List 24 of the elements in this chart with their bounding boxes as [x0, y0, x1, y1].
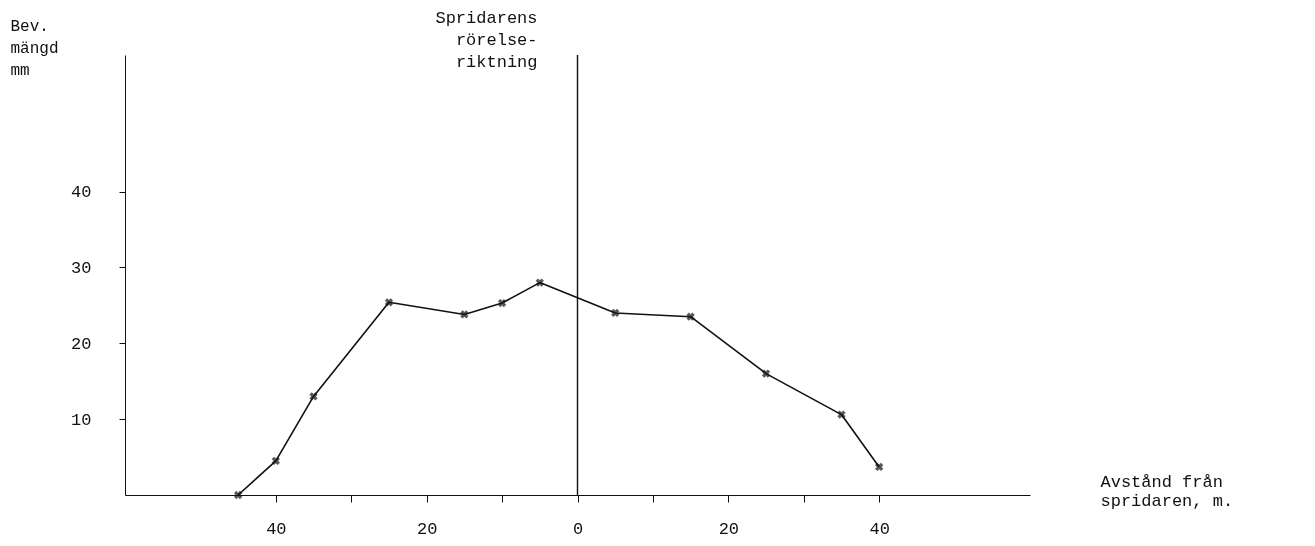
point [875, 462, 884, 472]
point [309, 392, 318, 401]
y-tick-label: 30 [71, 258, 92, 278]
x-tick-label: 0 [572, 519, 584, 539]
point [460, 310, 469, 319]
x-tick-label: 40 [266, 519, 287, 539]
point [611, 308, 620, 318]
y-axis-title: Bev. mängd mm [10, 17, 59, 80]
x-axis-title: Avstånd från spridaren, m. [1100, 472, 1234, 511]
point [497, 298, 507, 308]
point [535, 278, 544, 287]
y-tick-label: 40 [71, 183, 92, 203]
point [384, 298, 394, 307]
point [761, 369, 771, 378]
point [837, 410, 846, 419]
y-tick-label: 20 [71, 334, 92, 354]
point [233, 490, 243, 500]
x-tick-label: 20 [718, 519, 740, 539]
point [271, 456, 280, 465]
x-tick-label: 20 [416, 519, 438, 539]
ref-line-label: Spridarens rörelse- riktning [435, 9, 538, 72]
point [686, 312, 695, 321]
x-tick-label: 40 [869, 519, 890, 539]
y-tick-label: 10 [71, 410, 92, 430]
